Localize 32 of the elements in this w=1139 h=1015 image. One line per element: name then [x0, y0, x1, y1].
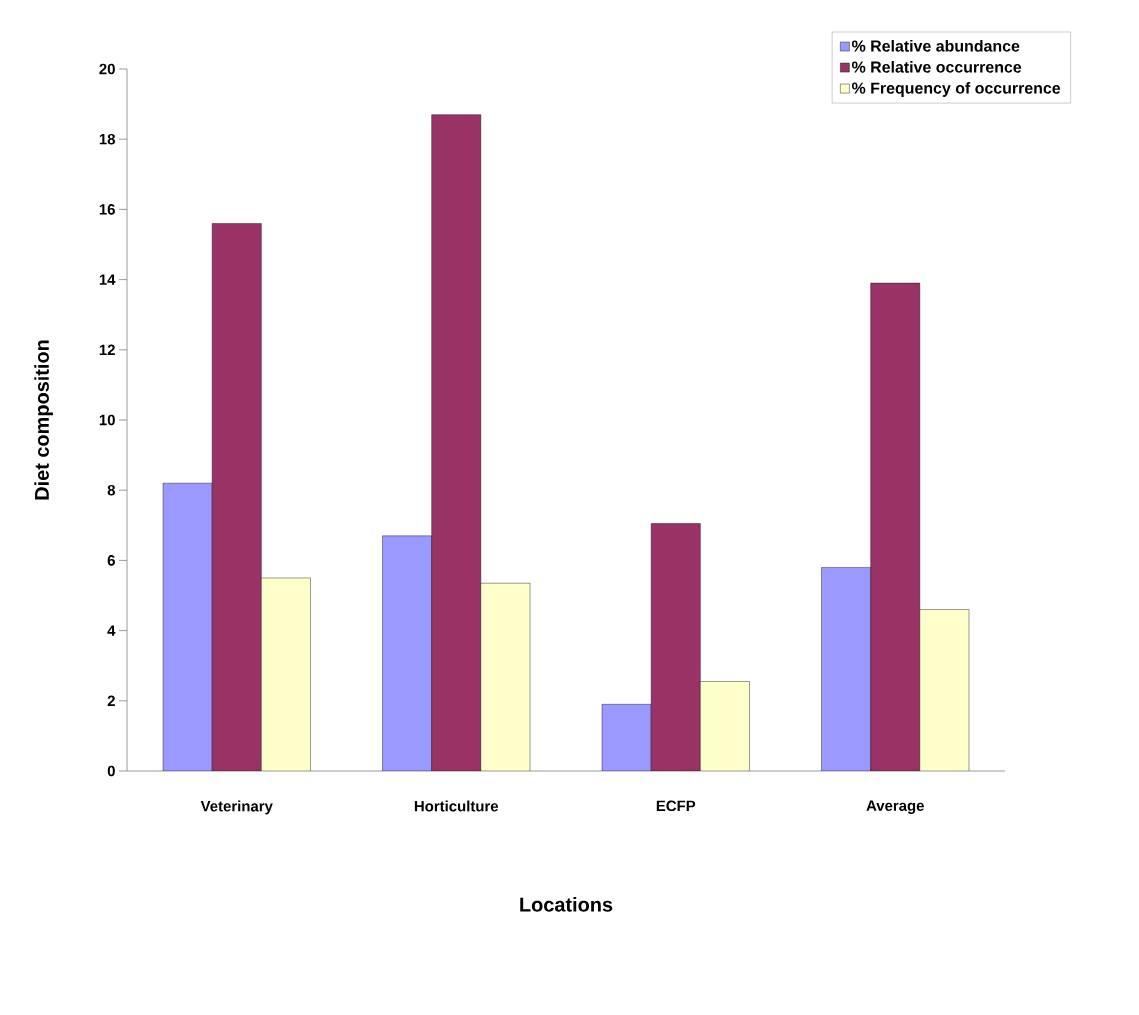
bar: [870, 282, 921, 771]
bar: [431, 114, 482, 771]
bar: [211, 223, 262, 771]
x-tick-label: Horticulture: [414, 800, 499, 812]
y-tick-label: 16: [99, 204, 115, 215]
bar: [700, 681, 750, 771]
y-tick-label: 6: [107, 555, 115, 566]
bar: [382, 535, 432, 771]
y-tick-label: 14: [99, 274, 116, 285]
x-axis-title: Locations: [520, 897, 613, 912]
legend-label: % Relative occurrence: [851, 61, 1022, 73]
x-tick-label: Veterinary: [200, 800, 273, 815]
y-tick-label: 4: [107, 625, 116, 636]
bar: [601, 704, 652, 771]
bar: [162, 482, 213, 771]
bar: [261, 577, 311, 771]
legend-label: % Relative abundance: [851, 39, 1020, 52]
bar: [480, 583, 531, 771]
y-tick-label: 8: [107, 484, 116, 496]
y-tick-label: 18: [99, 133, 116, 145]
x-tick-label: ECFP: [656, 800, 696, 812]
legend-label: % Frequency of occurrence: [851, 82, 1061, 97]
y-tick-label: 0: [107, 765, 115, 777]
bar: [919, 609, 970, 771]
y-axis-title: Diet composition: [34, 340, 53, 500]
bar: [821, 567, 871, 771]
y-tick-label: 2: [107, 695, 115, 707]
y-tick-label: 20: [99, 63, 115, 75]
bar: [650, 523, 701, 771]
y-tick-label: 12: [99, 344, 115, 356]
x-tick-label: Average: [866, 800, 924, 814]
y-tick-label: 10: [99, 414, 115, 426]
